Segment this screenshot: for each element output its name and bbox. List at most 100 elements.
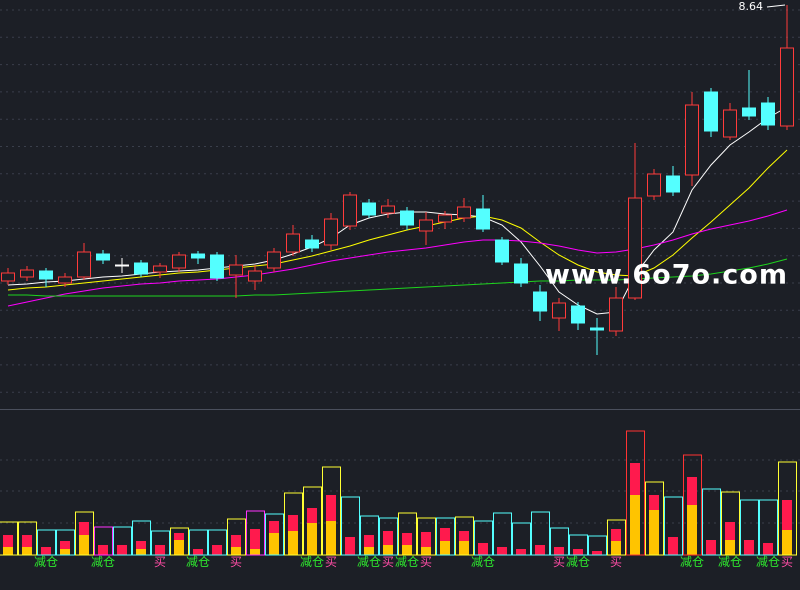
volume-part (3, 547, 13, 555)
candle-body (438, 214, 452, 223)
volume-bar (37, 529, 56, 556)
volume-part (592, 551, 602, 555)
signal-label: 减仓 (566, 555, 590, 569)
candle-body (267, 251, 281, 269)
volume-part (402, 545, 412, 555)
candle-body (153, 265, 167, 273)
signal-label: 减仓 (300, 555, 324, 569)
volume-part (478, 543, 488, 555)
volume-bar (626, 430, 645, 556)
volume-part (269, 533, 279, 555)
volume-part (364, 535, 374, 547)
volume-part (41, 547, 51, 555)
signal-label: 减仓 (471, 555, 495, 569)
candle-body (115, 264, 129, 267)
volume-part (345, 537, 355, 555)
signal-label: 减仓 (91, 555, 115, 569)
volume-part (307, 508, 317, 523)
volume-bar (322, 466, 341, 556)
volume-part (98, 545, 108, 555)
signal-label: 减仓 (186, 555, 210, 569)
volume-part (782, 500, 792, 530)
volume-bar (607, 519, 626, 556)
volume-bar (189, 529, 208, 556)
volume-bar (265, 513, 284, 556)
volume-part (231, 547, 241, 555)
volume-part (630, 495, 640, 555)
volume-bar (113, 526, 132, 556)
volume-part (649, 495, 659, 510)
volume-part (174, 533, 184, 540)
volume-part (459, 541, 469, 555)
volume-part (22, 535, 32, 547)
candle-body (476, 208, 490, 230)
candle-body (685, 104, 699, 176)
candle-body (324, 218, 338, 246)
volume-part (326, 495, 336, 521)
candle-body (58, 276, 72, 284)
candle-body (457, 206, 471, 219)
volume-part (497, 547, 507, 555)
candle-body (704, 91, 718, 132)
candle-body (780, 47, 794, 127)
volume-bar (56, 529, 75, 556)
volume-bar (0, 521, 18, 556)
candle-body (172, 254, 186, 269)
candle-body (20, 269, 34, 278)
candle-body (723, 109, 737, 138)
signal-label: 减仓 (357, 555, 381, 569)
signal-label: 减仓 (718, 555, 742, 569)
volume-bar (588, 535, 607, 556)
annotation-arrow (766, 4, 786, 8)
volume-part (421, 547, 431, 555)
volume-bar (512, 522, 531, 556)
volume-part (687, 505, 697, 555)
candle-body (571, 305, 585, 324)
volume-part (630, 463, 640, 495)
volume-bar (246, 510, 265, 556)
volume-part (117, 545, 127, 555)
watermark: www.6o7o.com (545, 260, 788, 291)
candle-body (628, 197, 642, 299)
volume-bar (455, 516, 474, 556)
volume-part (440, 528, 450, 541)
volume-part (459, 531, 469, 541)
volume-bar (569, 534, 588, 556)
volume-part (744, 540, 754, 555)
volume-part (383, 531, 393, 545)
signal-label: 买 (781, 555, 793, 569)
signal-label: 减仓 (34, 555, 58, 569)
volume-bar (683, 454, 702, 556)
volume-part (288, 531, 298, 555)
signal-label: 买 (230, 555, 242, 569)
volume-part (250, 529, 260, 549)
candle-body (1, 272, 15, 282)
candle-body (533, 291, 547, 312)
volume-part (421, 532, 431, 547)
candle-body (552, 302, 566, 319)
candle-body (248, 270, 262, 282)
candle-body (609, 297, 623, 332)
volume-part (725, 540, 735, 555)
signal-label: 买 (325, 555, 337, 569)
volume-bar (208, 529, 227, 556)
volume-bar (417, 517, 436, 556)
candle-body (286, 233, 300, 253)
volume-part (3, 535, 13, 547)
volume-part (174, 540, 184, 555)
high-label: 8.64 (739, 0, 764, 13)
volume-part (687, 477, 697, 505)
candle-body (305, 239, 319, 249)
volume-part (573, 549, 583, 555)
volume-part (763, 543, 773, 555)
volume-part (136, 549, 146, 555)
candle-body (210, 254, 224, 279)
moving-average (7, 209, 788, 307)
volume-part (307, 523, 317, 555)
volume-part (535, 545, 545, 555)
signal-label: 买 (610, 555, 622, 569)
signal-label: 减仓 (395, 555, 419, 569)
volume-bar (702, 488, 721, 556)
